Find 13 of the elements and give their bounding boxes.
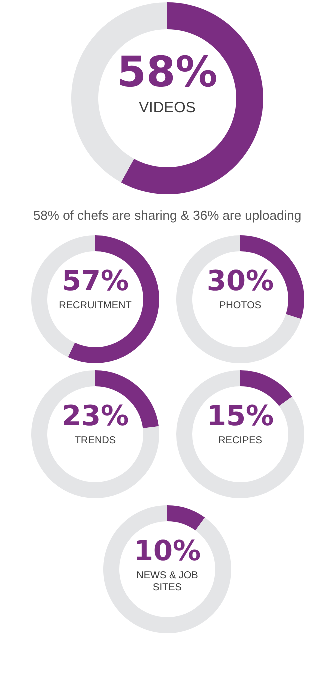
slice-label: VIDEOS — [139, 100, 196, 116]
slice-label: RECIPES — [218, 436, 263, 446]
data-label: 30% — [206, 264, 274, 298]
data-label: 15% — [206, 400, 274, 432]
slice-label: RECRUITMENT — [59, 300, 132, 312]
data-label: 10% — [134, 534, 202, 568]
data-label: 58% — [117, 48, 218, 96]
data-label: 23% — [62, 400, 130, 432]
slice-label: NEWS & JOB SITES — [136, 570, 199, 594]
data-label: 57% — [62, 264, 130, 298]
slice-label: TRENDS — [74, 436, 116, 446]
slice-label: PHOTOS — [219, 300, 262, 312]
text: 58% of chefs are sharing & 36% are uploading — [33, 208, 302, 223]
